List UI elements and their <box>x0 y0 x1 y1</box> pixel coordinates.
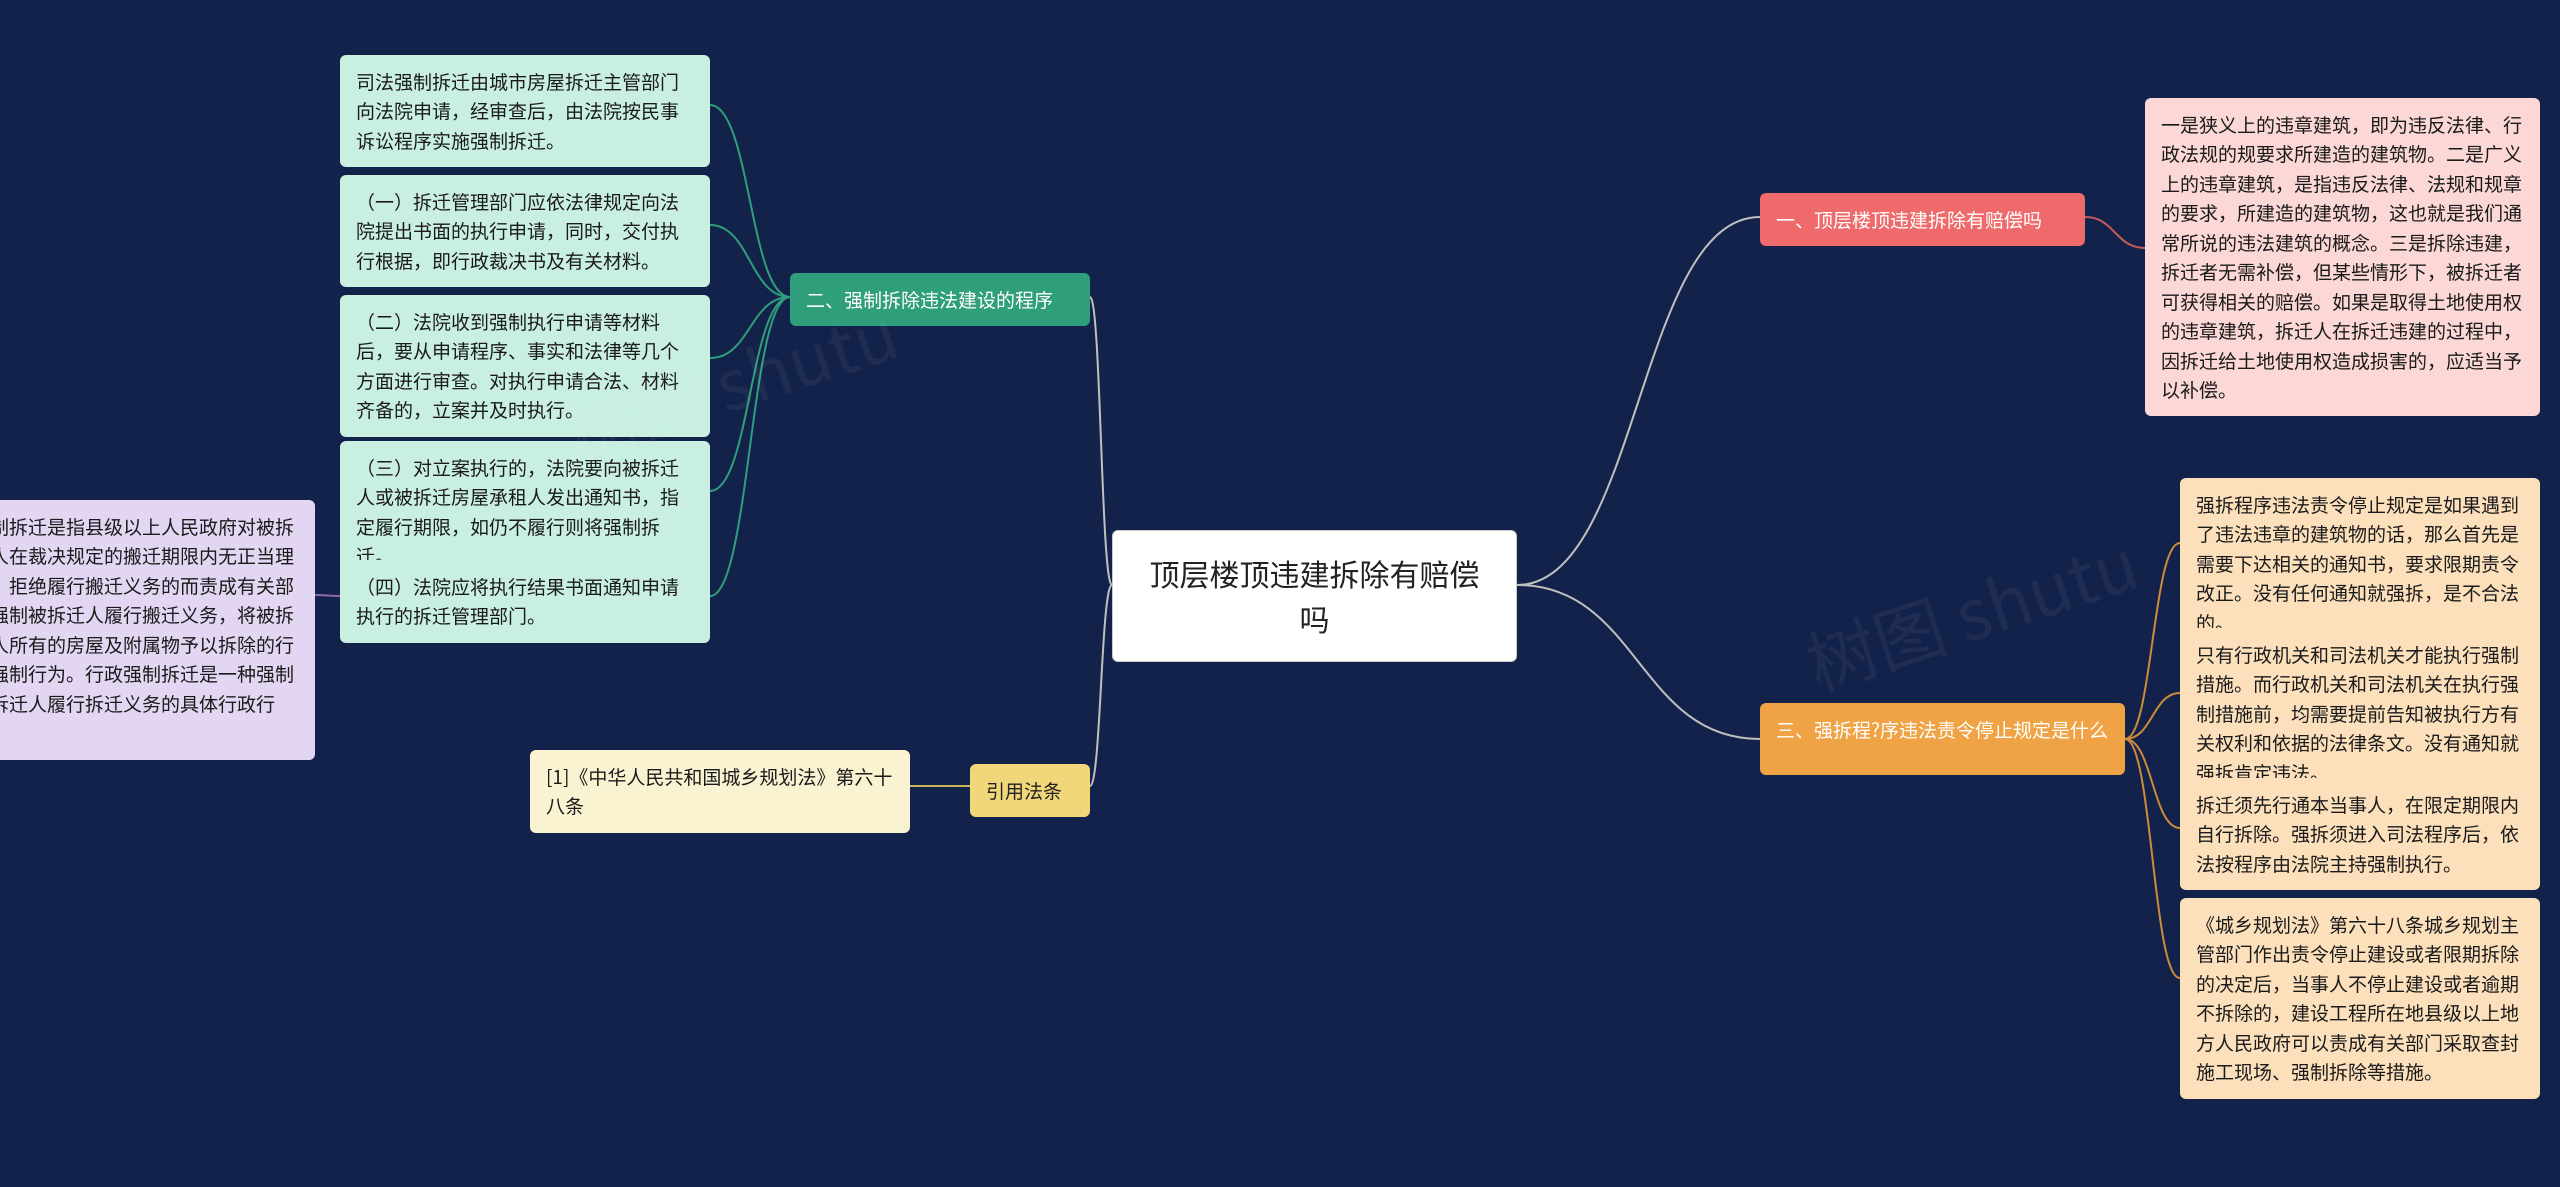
branch-3-leaf-3: 拆迁须先行通本当事人，在限定期限内自行拆除。强拆须进入司法程序后，依法按程序由法… <box>2180 778 2540 890</box>
leaf-text: （一）拆迁管理部门应依法律规定向法院提出书面的执行申请，同时，交付执行根据，即行… <box>356 188 679 274</box>
leaf-text: （四）法院应将执行结果书面通知申请执行的拆迁管理部门。 <box>356 573 679 629</box>
branch-2-leaf-2: （一）拆迁管理部门应依法律规定向法院提出书面的执行申请，同时，交付执行根据，即行… <box>340 175 710 287</box>
branch-2-leaf-3: （二）法院收到强制执行申请等材料后，要从申请程序、事实和法律等几个方面进行审查。… <box>340 295 710 437</box>
branch-3-node: 三、强拆程?序违法责令停止规定是什么 <box>1760 703 2125 775</box>
center-node: 顶层楼顶违建拆除有赔偿吗 <box>1112 530 1517 662</box>
leaf-text: （三）对立案执行的，法院要向被拆迁人或被拆迁房屋承租人发出通知书，指定履行期限，… <box>356 454 679 569</box>
leaf-text: 一是狭义上的违章建筑，即为违反法律、行政法规的规要求所建造的建筑物。二是广义上的… <box>2161 111 2522 403</box>
branch-3-leaf-4: 《城乡规划法》第六十八条城乡规划主管部门作出责令停止建设或者限期拆除的决定后，当… <box>2180 898 2540 1099</box>
branch-1-label: 一、顶层楼顶违建拆除有赔偿吗 <box>1776 206 2042 233</box>
branch-2-leaf-1: 司法强制拆迁由城市房屋拆迁主管部门向法院申请，经审查后，由法院按民事诉讼程序实施… <box>340 55 710 167</box>
leaf-text: [1]《中华人民共和国城乡规划法》第六十八条 <box>546 763 892 819</box>
leaf-text: 只有行政机关和司法机关才能执行强制措施。而行政机关和司法机关在执行强制措施前，均… <box>2196 641 2519 786</box>
leaf-text: 《城乡规划法》第六十八条城乡规划主管部门作出责令停止建设或者限期拆除的决定后，当… <box>2196 911 2519 1085</box>
branch-3-leaf-1: 强拆程序违法责令停止规定是如果遇到了违法违章的建筑物的话，那么首先是需要下达相关… <box>2180 478 2540 649</box>
watermark: 树图 shutu <box>1793 510 2150 712</box>
leaf-text: 强制拆迁是指县级以上人民政府对被拆迁人在裁决规定的搬迁期限内无正当理由，拒绝履行… <box>0 513 294 746</box>
branch-ref-node: 引用法条 <box>970 764 1090 817</box>
branch-1-node: 一、顶层楼顶违建拆除有赔偿吗 <box>1760 193 2085 246</box>
leaf-text: （二）法院收到强制执行申请等材料后，要从申请程序、事实和法律等几个方面进行审查。… <box>356 308 679 423</box>
center-text: 顶层楼顶违建拆除有赔偿吗 <box>1150 551 1480 640</box>
branch-2-leaf-5: （四）法院应将执行结果书面通知申请执行的拆迁管理部门。 <box>340 560 710 643</box>
branch-2-label: 二、强制拆除违法建设的程序 <box>806 286 1053 313</box>
leaf-text: 强拆程序违法责令停止规定是如果遇到了违法违章的建筑物的话，那么首先是需要下达相关… <box>2196 491 2519 636</box>
branch-3-label: 三、强拆程?序违法责令停止规定是什么 <box>1776 716 2108 743</box>
leaf-text: 司法强制拆迁由城市房屋拆迁主管部门向法院申请，经审查后，由法院按民事诉讼程序实施… <box>356 68 679 154</box>
branch-2-node: 二、强制拆除违法建设的程序 <box>790 273 1090 326</box>
leaf-text: 拆迁须先行通本当事人，在限定期限内自行拆除。强拆须进入司法程序后，依法按程序由法… <box>2196 791 2519 877</box>
branch-1-leaf-1: 一是狭义上的违章建筑，即为违反法律、行政法规的规要求所建造的建筑物。二是广义上的… <box>2145 98 2540 416</box>
branch-3-leaf-2: 只有行政机关和司法机关才能执行强制措施。而行政机关和司法机关在执行强制措施前，均… <box>2180 628 2540 799</box>
branch-2-leaf-5-sub: 强制拆迁是指县级以上人民政府对被拆迁人在裁决规定的搬迁期限内无正当理由，拒绝履行… <box>0 500 315 760</box>
branch-ref-label: 引用法条 <box>986 777 1062 804</box>
branch-ref-leaf-1: [1]《中华人民共和国城乡规划法》第六十八条 <box>530 750 910 833</box>
